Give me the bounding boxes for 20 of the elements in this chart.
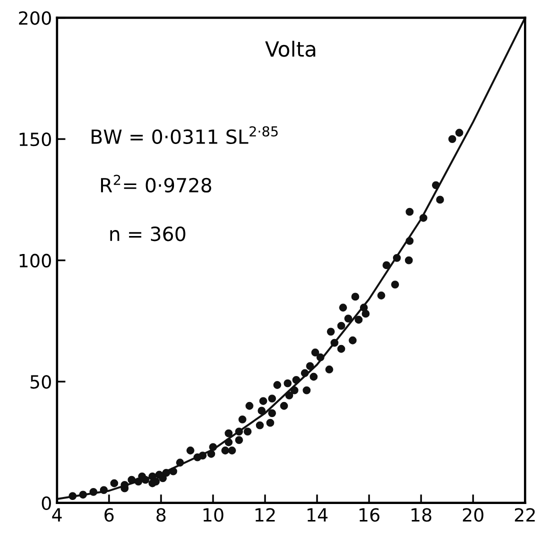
x-tick-label: 6 [104,508,114,522]
annotation: R$^{2}$= 0·9728 [101,174,212,193]
x-tick-label: 20 [462,508,484,522]
annotation: BW = 0·0311 SL$^{2·85}$ [92,126,278,144]
annotation: n = 360 [110,226,186,242]
y-tick-label: 150 [20,132,51,146]
x-tick-label: 12 [256,508,275,522]
x-tick-label: 4 [52,508,62,522]
x-tick-label: 22 [514,508,535,522]
y-tick-label: 50 [30,375,51,389]
y-tick-label: 100 [20,254,51,268]
line-series [57,18,526,500]
y-tick-label: 0 [42,496,51,510]
text: Volta [265,40,316,57]
x-tick-label: 8 [156,508,166,522]
x-tick-label: 18 [412,508,432,522]
x-tick-label: 14 [308,508,328,522]
x-tick-label: 16 [360,508,380,522]
x-tick-label: 10 [204,508,224,522]
y-tick-label: 200 [19,11,51,25]
